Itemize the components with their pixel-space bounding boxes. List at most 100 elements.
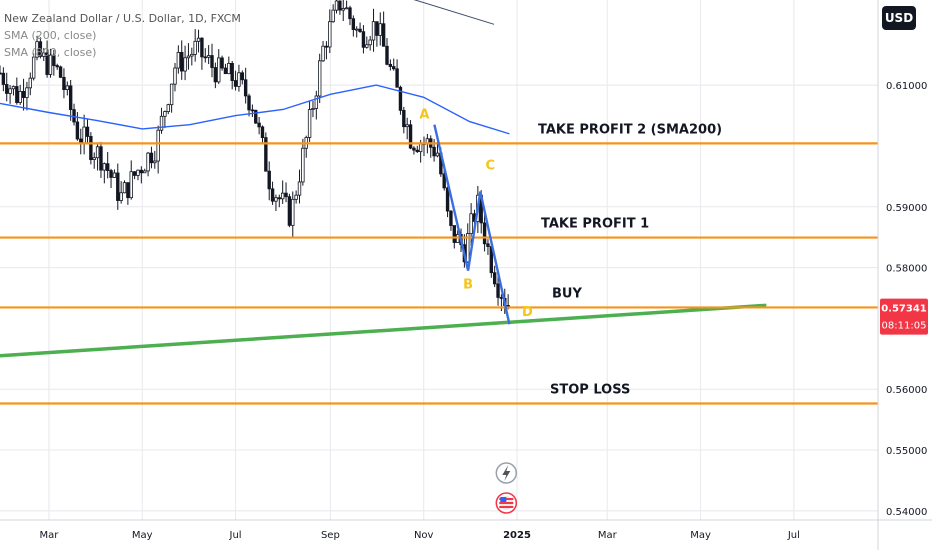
candle [220,55,224,71]
candle [166,103,170,115]
candle [139,166,144,184]
candle-body [361,31,366,48]
candle [408,120,413,150]
candle [143,168,147,174]
last-price-bg [880,298,928,335]
candle [368,35,372,51]
candle [240,70,244,85]
candle [72,103,76,126]
candle [294,190,298,204]
us-flag-canton [500,497,507,502]
candle-body [317,60,322,97]
candle [449,210,453,231]
candle-body [496,283,500,298]
candle [243,67,248,104]
trendline-layer [0,303,767,358]
candle-body [331,9,335,23]
candle [482,212,487,252]
candle-body [180,51,184,72]
candle [311,100,315,118]
candle [254,109,258,124]
y-tick-label: 0.58000 [886,264,927,275]
candle-body [314,95,319,109]
x-tick-label: Jul [229,530,242,541]
candle [385,38,389,66]
candle [85,118,90,144]
pattern-point-d: D [522,305,533,320]
candle-body [375,21,379,36]
candle-body [307,109,312,138]
candle-body [126,182,130,199]
harmonic-path [433,124,511,325]
candle-body [385,45,389,65]
candle-body [139,169,144,174]
candle-body [294,194,298,200]
candle [65,81,70,96]
candle [341,0,345,22]
candle-body [280,192,285,200]
sma200-line [0,84,510,135]
candle-body [116,172,120,201]
candle-body [402,109,406,128]
y-tick-label: 0.56000 [886,385,927,396]
x-tick-label: Mar [598,530,618,541]
candle [274,194,278,211]
indicator-sma800[interactable]: SMA (800, close) [4,46,97,59]
candle [18,84,22,105]
candle [233,70,238,91]
price-axis-bg [878,0,932,550]
candle [193,29,197,62]
candle [304,135,308,158]
candle-body [368,39,372,46]
candle [297,169,302,204]
candle-body [169,83,174,106]
candle-body [45,52,49,75]
x-tick-label: Mar [40,530,60,541]
stop-loss-label: STOP LOSS [550,382,630,397]
candle-body [466,233,470,263]
support-trendline [0,303,767,358]
candle [422,136,426,157]
candle-body [398,86,403,111]
candle-body [186,55,191,59]
candle [55,63,59,70]
candle-body [5,84,9,94]
candle-body [274,197,278,202]
candle-body [297,181,302,196]
candle [28,72,32,96]
candle [398,85,403,115]
candle [8,84,12,104]
candle [146,151,150,177]
candle-body [277,197,282,200]
currency-button[interactable]: USD [882,6,916,30]
candle-body [0,72,2,75]
candle [486,239,490,255]
indicator-sma200[interactable]: SMA (200, close) [4,29,97,42]
candle-body [52,54,56,66]
candle [48,48,53,78]
candle-body [492,272,497,285]
candle [196,29,201,53]
candle [217,49,221,84]
candle-body [210,55,214,68]
candle-body [143,170,147,174]
candle-body [146,152,150,172]
candle-body [42,52,46,57]
candle [378,12,382,46]
candle-body [351,18,356,30]
candle [213,62,218,89]
candle [203,48,207,63]
candle [375,21,379,47]
candle-body [482,222,487,245]
candle-body [95,146,100,159]
x-tick-label: May [690,530,711,541]
x-tick-label: May [132,530,153,541]
candle [469,203,473,247]
candle-body [442,173,446,189]
candle-body [321,45,325,62]
candle-body [250,109,255,112]
us-flag-stripe [499,506,514,508]
